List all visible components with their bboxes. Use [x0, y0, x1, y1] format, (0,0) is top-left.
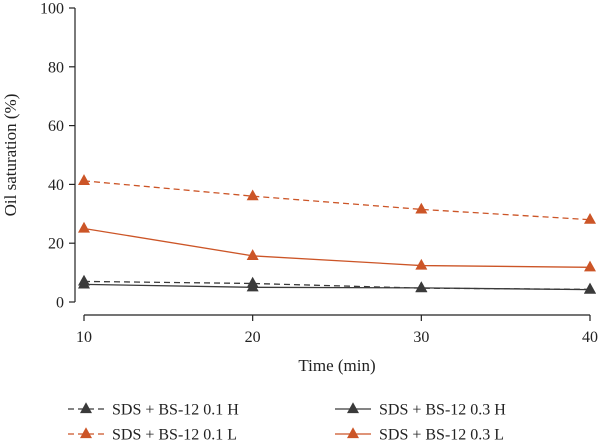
legend-label: SDS + BS-12 0.3 H: [379, 402, 506, 419]
axis-ticks: 0 20 40 60 80 100 10 20 30 40: [40, 1, 598, 347]
y-axis-title: Oil saturation (%): [1, 94, 20, 217]
data-point-marker: [246, 189, 259, 201]
x-tick-label: 30: [413, 329, 429, 346]
chart-axes: [74, 8, 590, 316]
x-tick-label: 10: [76, 329, 92, 346]
y-tick-label: 20: [48, 236, 64, 253]
y-tick-label: 0: [56, 295, 64, 312]
x-tick-label: 40: [582, 329, 598, 346]
data-point-marker: [78, 277, 90, 289]
legend-marker: [347, 402, 359, 414]
legend-label: SDS + BS-12 0.1 L: [112, 427, 237, 440]
legend-label: SDS + BS-12 0.1 H: [112, 402, 239, 419]
x-tick-label: 20: [245, 329, 261, 346]
data-point-marker: [415, 258, 428, 270]
y-tick-label: 40: [48, 177, 64, 194]
series-line: [83, 283, 591, 291]
data-point-marker: [415, 281, 428, 292]
legend-marker: [80, 402, 92, 414]
data-point-marker: [78, 221, 90, 233]
data-point-marker: [584, 260, 596, 272]
series-line: [83, 180, 591, 221]
legend-marker: [347, 427, 359, 439]
y-tick-label: 80: [48, 59, 64, 76]
data-point-marker: [584, 212, 596, 224]
legend-marker: [80, 427, 92, 439]
y-tick-label: 100: [40, 1, 64, 18]
y-tick-label: 60: [48, 118, 64, 135]
legend-label: SDS + BS-12 0.3 L: [379, 427, 504, 440]
series-layer: [78, 174, 596, 294]
data-point-marker: [246, 280, 259, 292]
data-point-marker: [584, 282, 596, 294]
series-line: [83, 227, 591, 268]
data-point-marker: [78, 174, 90, 185]
data-point-marker: [415, 202, 428, 214]
x-axis-title: Time (min): [298, 356, 375, 375]
data-point-marker: [246, 249, 259, 260]
legend: SDS + BS-12 0.1 H SDS + BS-12 0.3 H SDS + …: [68, 402, 506, 440]
